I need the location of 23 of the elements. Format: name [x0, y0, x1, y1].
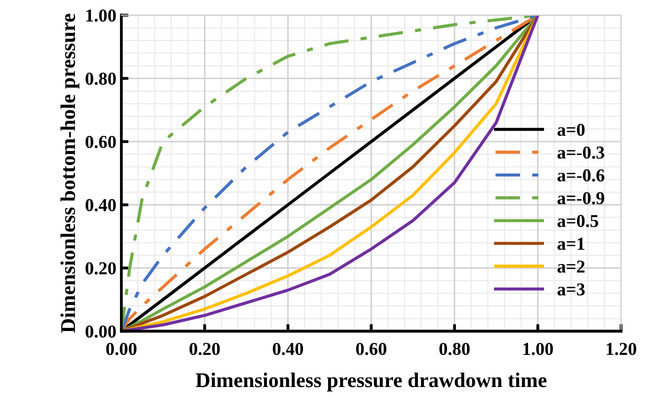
- legend-label: a=2: [558, 260, 585, 273]
- y-tick-label: 1.00: [86, 9, 116, 22]
- y-tick-label: 0.60: [86, 136, 116, 148]
- y-tick-label: 0.80: [86, 72, 116, 85]
- x-tick-label: 1.00: [523, 342, 553, 356]
- x-tick-label: 0.80: [439, 342, 470, 356]
- y-tick-label: 0.20: [86, 262, 116, 275]
- legend-label: a=0: [558, 124, 585, 136]
- legend-label: a=1: [558, 238, 584, 250]
- legend-label: a=0.5: [558, 214, 598, 228]
- x-axis-title: Dimensionless pressure drawdown time: [196, 372, 547, 392]
- x-tick-label: 0.40: [272, 342, 304, 356]
- legend-label: a=-0.6: [558, 169, 604, 182]
- x-tick-label: 0.20: [190, 342, 220, 356]
- legend-label: a=-0.3: [558, 146, 604, 159]
- x-tick-label: 1.20: [606, 342, 636, 356]
- legend-label: a=-0.9: [558, 192, 604, 204]
- legend-label: a=3: [558, 283, 585, 296]
- x-tick-label: 0.00: [106, 342, 136, 356]
- y-axis-title: Dimensionless bottom-hole pressure: [60, 14, 80, 333]
- y-tick-label: 0.40: [86, 199, 116, 212]
- y-tick-label: 0.00: [86, 325, 116, 338]
- x-tick-label: 0.60: [356, 342, 386, 356]
